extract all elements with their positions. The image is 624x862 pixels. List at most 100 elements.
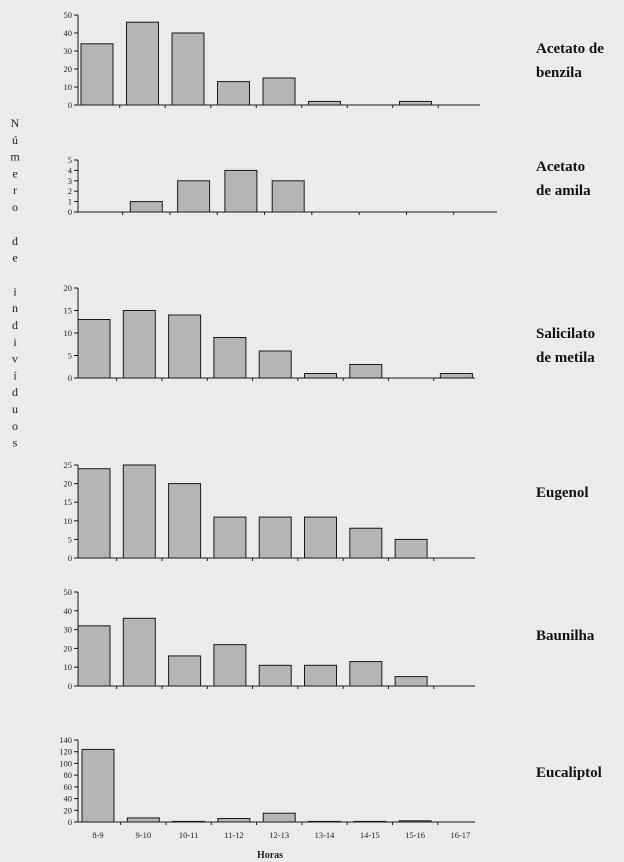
bar	[80, 43, 114, 106]
chart-title: Salicilato de metila	[536, 326, 595, 366]
bar	[126, 817, 160, 823]
bar	[77, 625, 111, 687]
y-tick-label: 10	[64, 82, 73, 92]
bar	[271, 180, 305, 213]
y-tick-label: 1	[68, 197, 72, 207]
y-tick-label: 0	[68, 553, 72, 563]
x-tick-label: 12-13	[269, 830, 289, 840]
y-tick-label: 4	[68, 165, 73, 175]
x-tick-label: 11-12	[224, 830, 244, 840]
bar	[77, 468, 111, 559]
bar	[217, 81, 250, 106]
y-axis-label-char: v	[12, 352, 18, 366]
y-tick-label: 20	[64, 479, 73, 489]
bar	[168, 655, 202, 687]
y-tick-label: 20	[64, 64, 73, 74]
y-tick-label: 20	[64, 805, 73, 815]
y-tick-label: 50	[64, 10, 73, 20]
y-tick-label: 10	[64, 662, 73, 672]
chart-panel: 0 10 20 30 40 50 Baunilha	[64, 587, 595, 691]
bar	[122, 310, 156, 379]
x-tick-label: 16-17	[450, 830, 470, 840]
y-tick-label: 10	[64, 328, 73, 338]
y-tick-label: 30	[64, 625, 73, 635]
y-tick-label: 0	[68, 100, 72, 110]
y-axis-label-char: s	[13, 436, 18, 450]
bar	[304, 516, 337, 559]
y-tick-label: 60	[64, 782, 73, 792]
bar	[213, 644, 247, 687]
y-axis-label-char: e	[12, 166, 17, 180]
y-tick-label: 0	[68, 817, 72, 827]
y-tick-label: 0	[68, 207, 72, 217]
x-axis-label: Horas	[257, 850, 283, 861]
bar	[126, 21, 159, 106]
chart-panel: 0 5 10 15 20 Salicilato de metila	[64, 283, 596, 383]
bar	[171, 32, 205, 106]
bar	[304, 373, 337, 379]
y-axis-label-char: d	[12, 385, 18, 399]
y-axis-label-char: i	[13, 284, 17, 298]
bar	[168, 483, 202, 559]
y-tick-label: 0	[68, 681, 72, 691]
y-tick-label: 5	[68, 155, 72, 165]
y-axis-label-char: u	[12, 402, 18, 416]
bar	[349, 364, 383, 379]
y-tick-label: 140	[59, 735, 72, 745]
y-tick-label: 120	[59, 747, 72, 757]
x-tick-label: 10-11	[179, 830, 199, 840]
y-axis-label-char: o	[12, 419, 18, 433]
y-tick-label: 100	[59, 758, 72, 768]
y-axis-label-char: e	[12, 251, 17, 265]
chart-title: Eucaliptol	[536, 765, 602, 781]
bar	[394, 538, 428, 559]
chart-title: Eugenol	[536, 485, 589, 501]
chart-title: Baunilha	[536, 628, 595, 644]
y-tick-label: 40	[64, 794, 73, 804]
y-tick-label: 40	[64, 606, 73, 616]
y-tick-label: 25	[64, 460, 73, 470]
bar	[349, 527, 383, 559]
bar	[399, 100, 432, 106]
chart-title: Acetato de benzila	[536, 41, 604, 81]
bar	[258, 664, 292, 687]
x-tick-label: 8-9	[92, 830, 103, 840]
y-axis-label-char: m	[10, 150, 20, 164]
y-tick-label: 80	[64, 770, 73, 780]
bar	[308, 100, 341, 106]
bar	[122, 464, 156, 559]
y-axis-label-char: d	[12, 234, 18, 248]
bar	[217, 817, 251, 823]
y-axis-label-char: ú	[12, 133, 18, 147]
x-tick-label: 15-16	[405, 830, 425, 840]
x-tick-label: 13-14	[315, 830, 336, 840]
y-tick-label: 5	[68, 534, 72, 544]
bar	[304, 664, 337, 687]
bar	[168, 314, 202, 379]
bar	[394, 676, 428, 687]
y-axis-label-char: n	[12, 301, 18, 315]
y-axis-label-char: í	[13, 368, 17, 382]
y-axis-label-char: o	[12, 200, 18, 214]
y-tick-label: 10	[64, 516, 73, 526]
y-tick-label: 0	[68, 373, 72, 383]
chart-title: Acetato de amila	[536, 159, 591, 199]
y-axis-label-char: r	[13, 183, 17, 197]
y-tick-label: 15	[64, 497, 73, 507]
bar	[439, 373, 473, 379]
bar	[258, 350, 292, 379]
y-axis-label-char: d	[12, 318, 18, 332]
y-tick-label: 50	[64, 587, 73, 597]
bar	[349, 661, 383, 687]
bar	[224, 169, 258, 213]
y-tick-label: 20	[64, 283, 73, 293]
bar	[77, 319, 111, 379]
chart-panel: 0 10 20 30 40 50 Acetato de benzila	[64, 10, 605, 110]
y-tick-label: 30	[64, 46, 73, 56]
y-tick-label: 20	[64, 643, 73, 653]
